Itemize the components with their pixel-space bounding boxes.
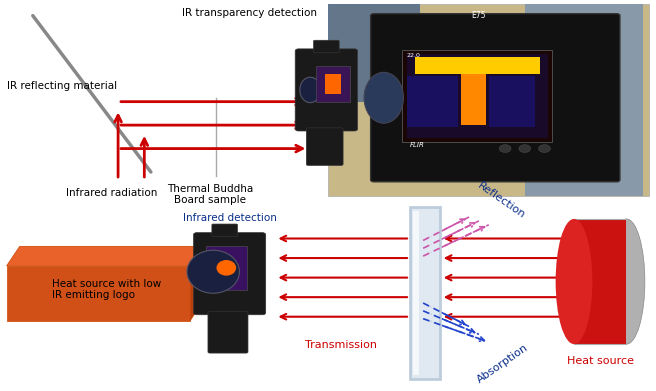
FancyBboxPatch shape	[489, 76, 535, 127]
FancyBboxPatch shape	[461, 57, 486, 125]
Ellipse shape	[499, 145, 511, 152]
FancyBboxPatch shape	[525, 4, 643, 196]
Ellipse shape	[608, 219, 645, 344]
Text: Infrared detection: Infrared detection	[182, 213, 277, 223]
Polygon shape	[190, 246, 203, 321]
Ellipse shape	[300, 77, 321, 102]
FancyBboxPatch shape	[371, 14, 620, 182]
FancyBboxPatch shape	[316, 66, 350, 102]
Ellipse shape	[216, 260, 236, 276]
FancyBboxPatch shape	[328, 4, 649, 196]
FancyBboxPatch shape	[415, 57, 540, 74]
Text: FLIR: FLIR	[410, 142, 425, 148]
Polygon shape	[7, 246, 203, 266]
Ellipse shape	[364, 72, 403, 123]
Polygon shape	[7, 266, 190, 321]
FancyBboxPatch shape	[194, 233, 266, 315]
FancyBboxPatch shape	[407, 76, 458, 127]
FancyBboxPatch shape	[407, 54, 548, 138]
Text: Infrared radiation: Infrared radiation	[66, 188, 157, 198]
FancyBboxPatch shape	[306, 128, 343, 165]
FancyBboxPatch shape	[314, 40, 339, 53]
Text: Heat source with low
IR emitting logo: Heat source with low IR emitting logo	[52, 278, 162, 300]
Text: E75: E75	[472, 11, 486, 20]
Ellipse shape	[556, 219, 592, 344]
FancyBboxPatch shape	[212, 224, 237, 237]
FancyBboxPatch shape	[413, 211, 419, 375]
FancyBboxPatch shape	[574, 219, 626, 344]
Text: IR reflecting material: IR reflecting material	[7, 81, 117, 91]
FancyBboxPatch shape	[328, 4, 420, 102]
Ellipse shape	[519, 145, 531, 152]
FancyBboxPatch shape	[206, 246, 247, 290]
Ellipse shape	[187, 250, 239, 293]
Ellipse shape	[539, 145, 550, 152]
FancyBboxPatch shape	[208, 312, 248, 353]
Text: Absorption: Absorption	[476, 342, 531, 385]
Text: Transmission: Transmission	[305, 340, 377, 350]
Text: Thermal Buddha
Board sample: Thermal Buddha Board sample	[167, 184, 253, 205]
FancyBboxPatch shape	[402, 50, 552, 142]
FancyBboxPatch shape	[410, 207, 440, 379]
Text: Reflection: Reflection	[476, 181, 527, 221]
FancyBboxPatch shape	[295, 49, 358, 131]
FancyBboxPatch shape	[325, 74, 341, 94]
Text: IR transparency detection: IR transparency detection	[182, 8, 317, 18]
Text: Heat source: Heat source	[567, 356, 634, 366]
Text: 22.0: 22.0	[407, 53, 420, 58]
